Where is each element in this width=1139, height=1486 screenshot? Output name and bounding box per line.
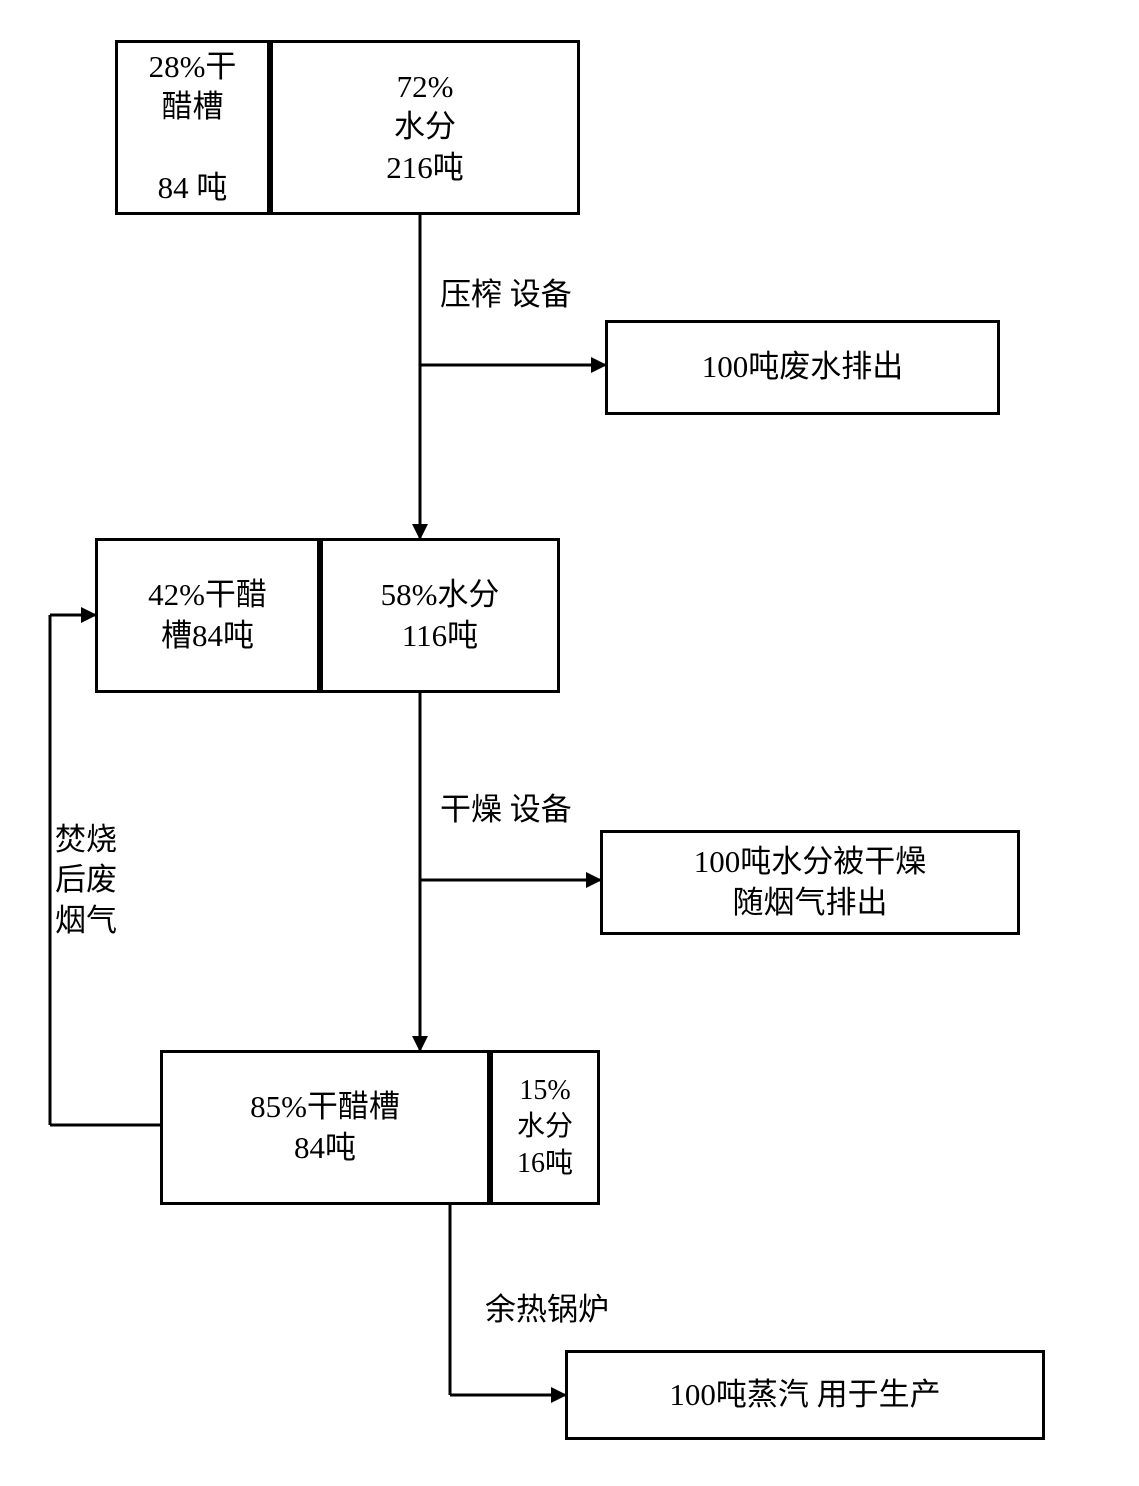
node-stage3_right: 15%水分16吨 [490, 1050, 600, 1205]
node-stage3_left: 85%干醋槽84吨 [160, 1050, 490, 1205]
node-out1: 100吨废水排出 [605, 320, 1000, 415]
label-flue_gas: 焚烧后废烟气 [55, 820, 117, 941]
node-stage2_left: 42%干醋槽84吨 [95, 538, 320, 693]
label-dry_equip: 干燥 设备 [440, 790, 572, 830]
flow-svg [0, 0, 1139, 1486]
node-stage1_left: 28%干醋槽84 吨 [115, 40, 270, 215]
node-stage1_right: 72%水分216吨 [270, 40, 580, 215]
label-press_equip: 压榨 设备 [440, 275, 572, 315]
node-out3: 100吨蒸汽 用于生产 [565, 1350, 1045, 1440]
node-stage2_right: 58%水分116吨 [320, 538, 560, 693]
node-out2: 100吨水分被干燥随烟气排出 [600, 830, 1020, 935]
label-boiler: 余热锅炉 [485, 1290, 609, 1330]
